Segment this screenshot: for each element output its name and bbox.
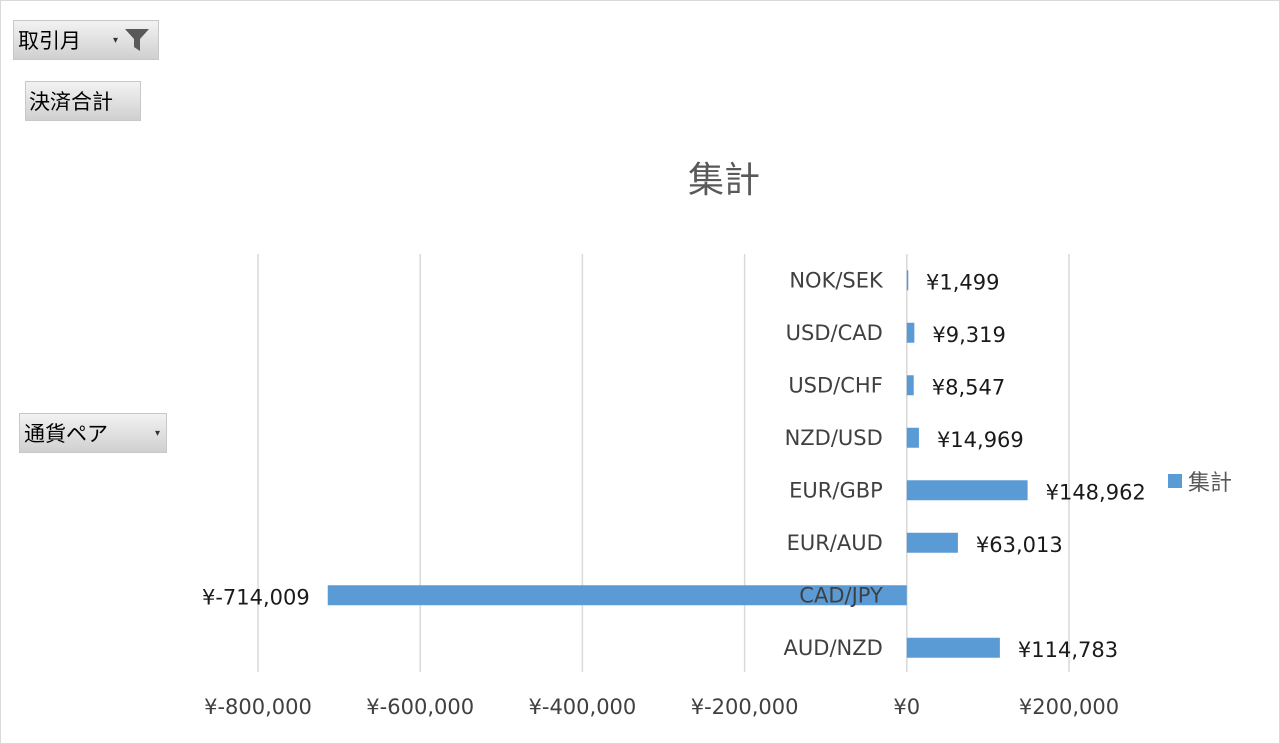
- data-label: ¥-714,009: [202, 585, 310, 609]
- funnel-icon[interactable]: [124, 28, 150, 52]
- category-label: NOK/SEK: [789, 268, 884, 292]
- category-label: NZD/USD: [785, 426, 883, 450]
- report-filter-button[interactable]: 取引月 ▾: [13, 20, 159, 60]
- bar: [906, 270, 909, 291]
- chart-title: 集計: [688, 160, 760, 201]
- value-field-label: 決済合計: [29, 90, 113, 114]
- value-field-button[interactable]: 決済合計: [25, 81, 141, 121]
- bar: [327, 585, 907, 606]
- report-filter-label: 取引月: [18, 29, 81, 53]
- axis-field-button[interactable]: 通貨ペア ▾: [19, 413, 167, 453]
- data-label: ¥14,969: [937, 428, 1024, 452]
- bar: [906, 322, 915, 343]
- category-label: CAD/JPY: [799, 583, 883, 607]
- category-label: EUR/GBP: [789, 478, 883, 502]
- bar: [906, 637, 1000, 658]
- legend-label: 集計: [1188, 471, 1232, 496]
- category-label: AUD/NZD: [784, 636, 883, 660]
- axis-field-label: 通貨ペア: [24, 422, 108, 446]
- data-label: ¥148,962: [1046, 480, 1146, 504]
- dropdown-arrow-icon[interactable]: ▾: [154, 427, 160, 439]
- x-tick-label: ¥-600,000: [366, 695, 474, 719]
- data-label: ¥9,319: [932, 323, 1005, 347]
- bar: [906, 480, 1028, 501]
- legend-swatch: [1168, 474, 1182, 488]
- x-tick-label: ¥-800,000: [204, 695, 312, 719]
- category-label: EUR/AUD: [787, 531, 883, 555]
- bar: [906, 532, 958, 553]
- x-tick-label: ¥-400,000: [529, 695, 637, 719]
- category-label: USD/CHF: [788, 373, 882, 397]
- x-tick-label: ¥0: [893, 695, 920, 719]
- data-label: ¥1,499: [926, 270, 999, 294]
- x-tick-label: ¥200,000: [1019, 695, 1119, 719]
- bar: [906, 375, 914, 396]
- category-label: USD/CAD: [786, 321, 883, 345]
- data-label: ¥63,013: [976, 533, 1063, 557]
- data-label: ¥8,547: [932, 375, 1005, 399]
- dropdown-arrow-icon: ▾: [112, 34, 118, 46]
- bar: [906, 427, 919, 448]
- x-tick-label: ¥-200,000: [691, 695, 799, 719]
- data-label: ¥114,783: [1018, 638, 1118, 662]
